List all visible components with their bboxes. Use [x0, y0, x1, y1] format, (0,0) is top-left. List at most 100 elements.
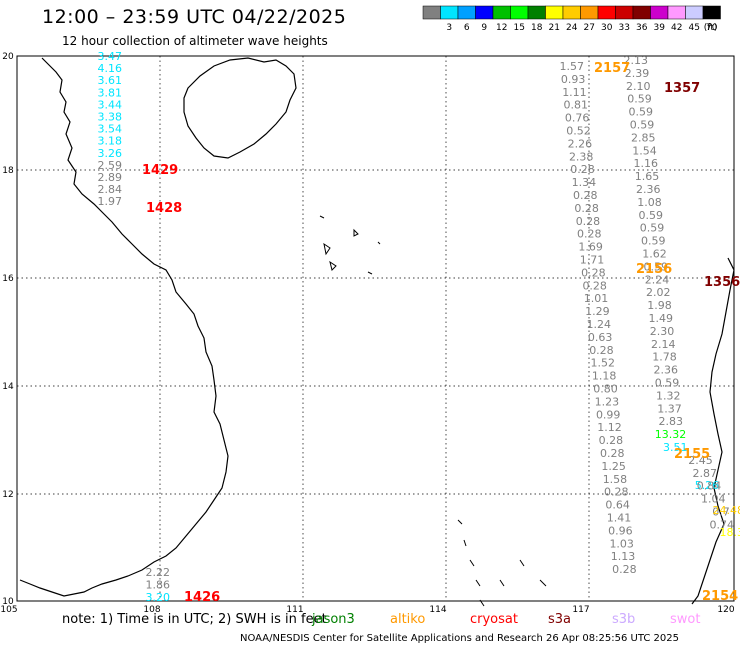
wave-height-value: 0.28: [589, 344, 614, 357]
lon-label: 111: [286, 605, 303, 612]
wave-height-value: 1.16: [634, 157, 659, 170]
lon-label: 120: [717, 605, 734, 612]
note-text: note: 1) Time is in UTC; 2) SWH is in fe…: [62, 612, 327, 627]
pass-time-label: 2156: [636, 262, 672, 277]
map-title: 12:00 – 23:59 UTC 04/22/2025: [42, 6, 347, 28]
wave-height-value: 1.34: [572, 176, 597, 189]
wave-height-value: 2.84: [98, 183, 123, 196]
legend-label: 70: [706, 23, 718, 33]
pass-time-label: 1426: [184, 590, 220, 605]
wave-height-value: 0.28: [574, 202, 599, 215]
lat-label: 10: [2, 597, 14, 607]
lat-label: 18: [2, 166, 14, 176]
spratly-islands: [457, 519, 547, 607]
lon-label: 108: [143, 605, 160, 612]
wave-height-value: 0.59: [627, 93, 652, 106]
wave-height-value: 3.54: [98, 123, 123, 136]
wave-height-value: 0.99: [596, 408, 621, 421]
pass-time-label: 2154: [702, 589, 738, 604]
wave-height-value: 2.45: [688, 454, 713, 467]
paracel-islands: [319, 215, 381, 275]
lat-label: 16: [2, 274, 14, 284]
wave-height-value: 0.28: [576, 215, 601, 228]
wave-height-value: 0.93: [561, 73, 586, 86]
wave-height-value: 0.74: [710, 518, 735, 531]
wave-height-value: 0.59: [639, 209, 664, 222]
wave-height-value: 2.14: [651, 338, 676, 351]
wave-height-value: 0.84: [697, 480, 722, 493]
wave-height-value: 1.57: [560, 60, 585, 73]
wave-height-value: 0.59: [640, 222, 665, 235]
wave-height-value: 1.52: [591, 357, 616, 370]
wave-height-value: 3.20: [146, 591, 171, 604]
wave-height-value: 0.28: [600, 447, 625, 460]
wave-height-value: 3.81: [98, 86, 123, 99]
wave-height-value: 1.97: [98, 195, 123, 208]
wave-height-value: 2.89: [98, 171, 123, 184]
wave-height-value: 4.16: [98, 62, 123, 75]
legend-label: 9: [481, 23, 487, 33]
wave-height-value: 1.25: [601, 460, 626, 473]
wave-height-value: 1.32: [656, 389, 681, 402]
wave-height-value: 0.81: [564, 99, 589, 112]
wave-height-value: 0.52: [566, 125, 591, 138]
wave-height-value: 2.26: [568, 137, 593, 150]
wave-height-value: 3.61: [98, 74, 123, 87]
wave-height-value: 0.28: [577, 228, 602, 241]
wave-height-value: 1.54: [632, 144, 657, 157]
legend-label: 33: [619, 23, 630, 33]
wave-height-value: 0.59: [641, 235, 666, 248]
wave-height-value: 1.11: [562, 86, 587, 99]
lon-label: 114: [429, 605, 446, 612]
coastline-hainan: [183, 57, 297, 159]
wave-height-value: 18.3: [720, 526, 740, 539]
pass-time-labels: 1429 1428 1426 2157 1357 2156 1356 2155 2154: [142, 61, 740, 605]
wave-height-value: 2.36: [654, 364, 679, 377]
sat-label-s3b: s3b: [612, 612, 636, 627]
wave-height-value: 1.04: [701, 493, 726, 506]
legend-label: 27: [584, 23, 595, 33]
legend-label: 6: [464, 23, 470, 33]
wave-height-value: 0.28: [612, 563, 637, 576]
lon-label: 117: [572, 605, 589, 612]
wave-height-value: 2.39: [625, 67, 650, 80]
wave-height-value: 3.51: [663, 441, 688, 454]
wave-height-value: 0.76: [565, 112, 590, 125]
wave-height-value: 0.96: [608, 524, 633, 537]
legend-label: 45: [689, 23, 700, 33]
axis-labels: 105 108 111 114 117 120 20 18 16 14 12 10: [0, 52, 734, 612]
wave-height-value: 1.49: [649, 312, 674, 325]
wave-height-value: 3.38: [98, 111, 123, 124]
wave-height-value: 1.24: [587, 318, 612, 331]
wave-height-value: 1.12: [597, 421, 622, 434]
wave-height-value: 2.02: [646, 286, 671, 299]
wave-height-value: 1.58: [603, 473, 628, 486]
lat-label: 14: [2, 382, 14, 392]
lat-lon-grid: [17, 56, 734, 601]
wave-height-value: 0.28: [570, 163, 595, 176]
coastline-philippines: [691, 257, 735, 605]
wave-height-value: 1.29: [585, 305, 610, 318]
wave-height-value: 1.18: [592, 370, 617, 383]
wave-height-value: 0.28: [573, 189, 598, 202]
wave-height-value: 1.86: [146, 579, 171, 592]
wave-height-value: 2.22: [146, 566, 171, 579]
wave-height-value: 1.62: [642, 248, 667, 261]
wave-height-value: 1.13: [611, 550, 636, 563]
pass-time-label: 2157: [594, 61, 630, 76]
wave-height-value: 1.98: [647, 299, 672, 312]
wave-height-value: 0.28: [582, 279, 607, 292]
wave-height-value: 1.69: [578, 241, 603, 254]
wave-height-value: 0.59: [630, 119, 655, 132]
wave-height-value: 1.41: [607, 512, 632, 525]
map-border: [16, 55, 735, 602]
coastline-mainland: [19, 57, 229, 597]
wave-height-value: 0.59: [629, 106, 654, 119]
wave-height-value: 0.59: [644, 260, 669, 273]
wave-height-value: 0.63: [588, 331, 613, 344]
legend-label: 30: [601, 23, 613, 33]
wave-height-value: 0.64: [605, 499, 630, 512]
wave-height-value: 0.7: [712, 506, 730, 519]
wave-height-value: 2.24: [645, 273, 670, 286]
